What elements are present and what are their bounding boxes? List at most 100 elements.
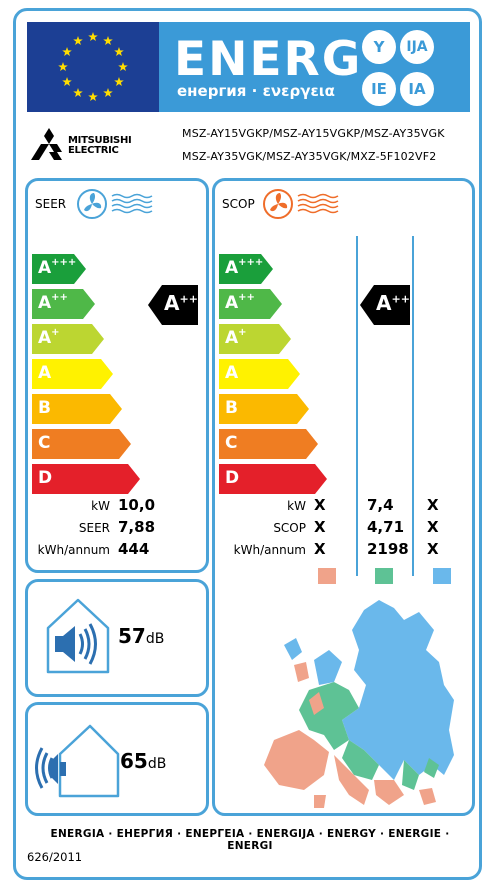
- scop-class-arrow: A++: [219, 289, 284, 319]
- scop-class-label: D: [225, 468, 240, 488]
- zone-swatch-colder: [433, 568, 451, 584]
- scop-class-label: A++: [225, 292, 255, 313]
- seer-class-label: A: [38, 363, 52, 383]
- seer-class-arrow: A+: [32, 324, 106, 354]
- energy-word: ENERG: [174, 32, 363, 87]
- seer-row: kWh/annum 444: [30, 540, 200, 562]
- footer-languages: ENERGIA · ЕНЕРГИЯ · ΕΝΕΡΓΕΙΑ · ENERGIJA …: [50, 828, 450, 852]
- outdoor-noise-unit: dB: [147, 756, 167, 772]
- eu-star-icon: [103, 87, 113, 98]
- suffix-ia: IA: [400, 72, 434, 106]
- eu-star-icon: [118, 62, 128, 72]
- eu-star-icon: [73, 87, 83, 98]
- seer-title: SEER: [35, 197, 67, 211]
- seer-class-label: A+++: [38, 257, 77, 278]
- scop-rating-indicator: A++: [360, 285, 410, 329]
- seer-class-label: B: [38, 398, 51, 418]
- suffix-ija: IJA: [400, 30, 434, 64]
- scop-rating-letter: A: [376, 291, 392, 315]
- mitsubishi-logo: [31, 128, 67, 164]
- regulation-number: 626/2011: [27, 850, 83, 864]
- scop-class-scale: A+++ A++ A+ A B C D: [219, 254, 339, 494]
- eu-star-icon: [58, 62, 68, 72]
- scop-title: SCOP: [222, 197, 255, 211]
- scop-row-label: SCOP: [273, 521, 306, 535]
- scop-row-value-zone3: X: [427, 496, 439, 514]
- scop-class-arrow: A: [219, 359, 302, 389]
- eu-flag: [27, 22, 159, 112]
- outdoor-noise-value: 65: [120, 749, 148, 773]
- indoor-noise-panel: [25, 579, 209, 697]
- seer-class-scale: A+++ A++ A+ A B C D: [32, 254, 152, 494]
- seer-values: kW 10,0 SEER 7,88 kWh/annum 444: [30, 496, 200, 562]
- outdoor-unit-speaker-icon: [30, 720, 120, 804]
- scop-row: kWh/annum X 2198 X: [222, 540, 472, 562]
- scop-row: kW X 7,4 X: [222, 496, 472, 518]
- scop-row-label: kW: [287, 499, 306, 513]
- seer-row-value: 7,88: [118, 518, 156, 536]
- heating-fan-icon: [262, 188, 344, 224]
- seer-row-value: 444: [118, 540, 150, 558]
- brand-line1: MITSUBISHI: [68, 135, 132, 146]
- seer-row-value: 10,0: [118, 496, 156, 514]
- indoor-noise-value: 57: [118, 624, 146, 648]
- three-diamonds-icon: [31, 128, 62, 160]
- model-line-2: MSZ-AY35VGK/MSZ-AY35VGK/MXZ-5F102VF2: [182, 150, 437, 163]
- scop-class-arrow: B: [219, 394, 311, 424]
- scop-rating-plus: ++: [391, 292, 410, 306]
- scop-row-label: kWh/annum: [233, 543, 306, 557]
- seer-class-arrow: A+++: [32, 254, 88, 284]
- scop-class-label: A+++: [225, 257, 264, 278]
- seer-class-arrow: C: [32, 429, 133, 459]
- eu-star-icon: [73, 36, 83, 46]
- seer-class-label: A+: [38, 327, 60, 348]
- seer-panel: [25, 178, 209, 573]
- seer-row-label: SEER: [78, 521, 110, 535]
- seer-class-label: D: [38, 468, 53, 488]
- eu-star-icon: [62, 77, 72, 87]
- suffix-ie: IE: [362, 72, 396, 106]
- suffix-y: Y: [362, 30, 396, 64]
- seer-rating-letter: A: [164, 291, 180, 315]
- indoor-unit-speaker-icon: [38, 596, 118, 680]
- seer-class-label: C: [38, 433, 51, 453]
- cooling-fan-icon: [76, 188, 158, 224]
- scop-class-label: A+: [225, 327, 247, 348]
- scop-class-label: B: [225, 398, 238, 418]
- eu-star-icon: [62, 47, 72, 57]
- eu-star-icon: [103, 36, 113, 46]
- scop-row-value-zone2: 7,4: [367, 496, 394, 514]
- seer-row: SEER 7,88: [30, 518, 200, 540]
- scop-row: SCOP X 4,71 X: [222, 518, 472, 540]
- scop-column-divider: [412, 236, 414, 576]
- outdoor-noise-level: 65dB: [120, 749, 166, 773]
- seer-class-arrow: D: [32, 464, 142, 494]
- scop-row-value-zone3: X: [427, 518, 439, 536]
- scop-row-value-zone2: 4,71: [367, 518, 405, 536]
- zone-swatch-average: [375, 568, 393, 584]
- scop-row-value-zone1: X: [314, 540, 326, 558]
- seer-rating-indicator: A++: [148, 285, 198, 329]
- zone-swatch-warmer: [318, 568, 336, 584]
- indoor-noise-level: 57dB: [118, 624, 164, 648]
- seer-row: kW 10,0: [30, 496, 200, 518]
- eu-star-icon: [114, 77, 124, 87]
- scop-class-arrow: A+: [219, 324, 293, 354]
- energy-subtitle: енергия · ενεργεια: [177, 82, 335, 100]
- brand-name: MITSUBISHI ELECTRIC: [68, 135, 132, 156]
- eu-star-icon: [114, 47, 124, 57]
- europe-climate-map: [254, 590, 459, 819]
- seer-class-arrow: A++: [32, 289, 97, 319]
- scop-class-arrow: C: [219, 429, 320, 459]
- eu-star-icon: [88, 92, 98, 102]
- scop-row-value-zone1: X: [314, 496, 326, 514]
- seer-row-label: kW: [91, 499, 110, 513]
- seer-rating-plus: ++: [179, 292, 198, 306]
- model-line-1: MSZ-AY15VGKP/MSZ-AY15VGKP/MSZ-AY35VGK: [182, 127, 445, 140]
- scop-row-value-zone1: X: [314, 518, 326, 536]
- seer-class-arrow: A: [32, 359, 115, 389]
- indoor-noise-unit: dB: [145, 631, 165, 647]
- scop-class-label: C: [225, 433, 238, 453]
- scop-values: kW X 7,4 X SCOP X 4,71 X kWh/annum X 219…: [222, 496, 472, 562]
- scop-row-value-zone3: X: [427, 540, 439, 558]
